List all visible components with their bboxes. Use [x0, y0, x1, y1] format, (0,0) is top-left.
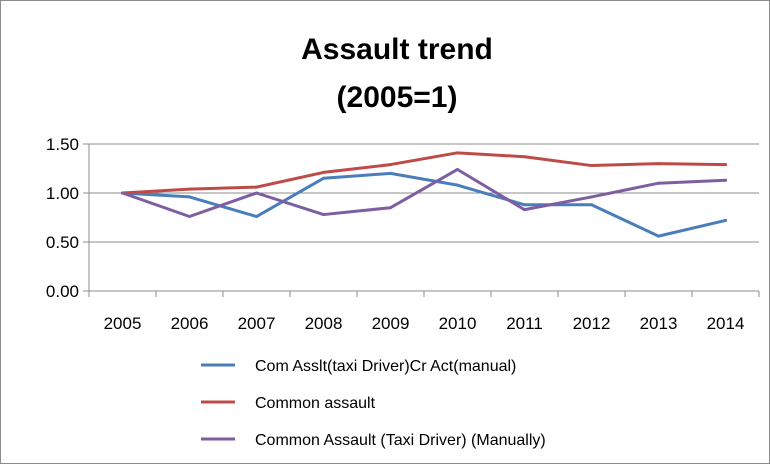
x-tick-label: 2011 — [506, 314, 543, 333]
data-point — [523, 208, 526, 212]
y-tick-label: 1.00 — [46, 184, 79, 203]
chart-title-line-2: (2005=1) — [337, 81, 458, 114]
data-point — [121, 191, 124, 195]
data-point — [389, 163, 392, 167]
data-point — [724, 178, 727, 182]
data-point — [523, 203, 526, 207]
data-point — [724, 163, 727, 167]
data-point — [590, 203, 593, 207]
data-point — [389, 171, 392, 175]
data-point — [724, 218, 727, 222]
legend-item: Com Asslt(taxi Driver)Cr Act(manual) — [201, 358, 516, 375]
data-point — [188, 215, 191, 219]
x-tick-label: 2013 — [640, 314, 678, 333]
y-tick-label: 1.50 — [46, 135, 79, 154]
axes: 0.00 0.50 1.00 1.50 2005 2006 2007 2008 2009 2010… — [46, 135, 760, 333]
data-point — [322, 213, 325, 217]
x-tick-label: 2008 — [305, 314, 343, 333]
data-point — [255, 185, 258, 189]
data-point — [523, 155, 526, 159]
series-line — [121, 171, 727, 238]
data-point — [188, 187, 191, 191]
x-tick-label: 2012 — [573, 314, 611, 333]
legend-label: Com Asslt(taxi Driver)Cr Act(manual) — [255, 358, 516, 375]
legend-label: Common Assault (Taxi Driver) (Manually) — [255, 432, 546, 449]
data-point — [657, 234, 660, 238]
data-point — [456, 167, 459, 171]
series-1 — [121, 171, 727, 238]
x-tick-label: 2005 — [104, 314, 142, 333]
series-3 — [121, 167, 727, 219]
x-tick-label: 2014 — [707, 314, 745, 333]
data-point — [322, 170, 325, 174]
data-point — [456, 183, 459, 187]
data-point — [657, 162, 660, 166]
data-point — [590, 164, 593, 168]
data-point — [188, 195, 191, 199]
chart-title-line-1: Assault trend — [301, 33, 493, 66]
x-tick-label: 2010 — [439, 314, 477, 333]
x-tick-label: 2006 — [171, 314, 209, 333]
x-tick-label: 2007 — [238, 314, 276, 333]
data-point — [255, 215, 258, 219]
legend-item: Common Assault (Taxi Driver) (Manually) — [201, 432, 546, 449]
data-point — [456, 151, 459, 155]
series-line — [121, 151, 727, 195]
series-line — [121, 167, 727, 219]
data-point — [389, 206, 392, 210]
legend: Com Asslt(taxi Driver)Cr Act(manual) Comm… — [201, 358, 546, 449]
data-point — [590, 195, 593, 199]
data-point — [322, 176, 325, 180]
data-point — [255, 191, 258, 195]
legend-item: Common assault — [201, 395, 376, 412]
y-tick-label: 0.00 — [46, 282, 79, 301]
data-point — [657, 181, 660, 185]
series-lines — [121, 151, 727, 238]
legend-label: Common assault — [255, 395, 376, 412]
y-tick-label: 0.50 — [46, 233, 79, 252]
x-tick-label: 2009 — [372, 314, 410, 333]
